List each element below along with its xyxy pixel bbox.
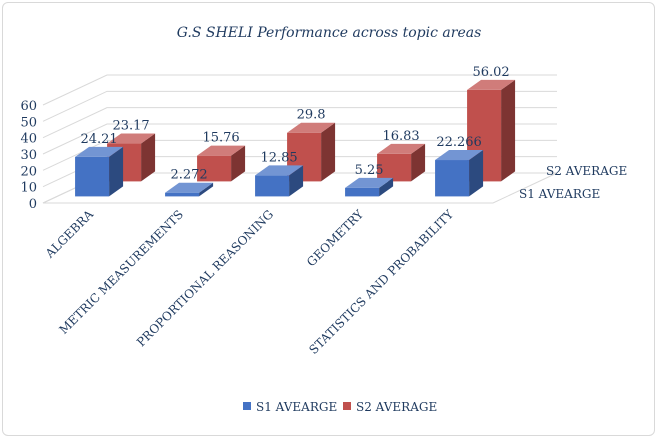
svg-text:S2 AVERAGE: S2 AVERAGE xyxy=(356,400,437,414)
data-label: 15.76 xyxy=(202,131,239,146)
bar-s2 xyxy=(287,122,336,182)
svg-text:S1 AVEARGE: S1 AVEARGE xyxy=(256,400,337,414)
bar-s1 xyxy=(255,165,304,197)
y-tick-label: 30 xyxy=(20,148,37,163)
category-label: GEOMETRY xyxy=(304,206,367,269)
gridline xyxy=(42,139,557,171)
data-label: 22.266 xyxy=(436,135,482,150)
y-tick-label: 60 xyxy=(20,99,37,114)
depth-label: S2 AVERAGE xyxy=(546,164,627,178)
bar-s2 xyxy=(377,143,426,182)
bars: 23.17 15.76 29.8 16.83 56.02 24.21 2.272 12.85 5… xyxy=(75,65,516,197)
gridline xyxy=(42,123,557,155)
data-label: 24.21 xyxy=(80,132,117,147)
data-label: 16.83 xyxy=(382,129,419,144)
gridline xyxy=(42,74,557,106)
data-label: 29.8 xyxy=(297,108,326,123)
data-label: 12.85 xyxy=(260,150,297,165)
y-tick-label: 0 xyxy=(29,197,37,212)
bar-s1 xyxy=(435,150,484,197)
data-label: 2.272 xyxy=(170,168,207,183)
depth-label: S1 AVEARGE xyxy=(519,187,600,201)
gridline xyxy=(42,107,557,139)
data-label: 23.17 xyxy=(112,119,149,134)
y-tick-label: 20 xyxy=(20,164,37,179)
data-label: 5.25 xyxy=(355,163,384,178)
bar-s1 xyxy=(75,146,124,197)
bar-s1 xyxy=(345,177,394,197)
chart-frame xyxy=(2,2,655,436)
y-tick-label: 50 xyxy=(20,115,37,130)
chart-title: G.S SHELI Performance across topic areas xyxy=(177,25,482,41)
bar-s2 xyxy=(197,145,246,182)
category-label: ALGEBRA xyxy=(42,207,96,261)
category-label: STATISTICS AND PROBABILITY xyxy=(306,206,456,356)
y-tick-label: 40 xyxy=(20,132,37,147)
depth-axis-labels: S1 AVEARGE S2 AVERAGE xyxy=(519,164,627,201)
legend-item: S2 AVERAGE xyxy=(343,400,437,414)
bar-s1 xyxy=(165,182,214,197)
legend: S1 AVEARGE S2 AVERAGE xyxy=(243,400,437,414)
y-tick-label: 10 xyxy=(20,181,37,196)
data-label: 56.02 xyxy=(472,65,509,80)
gridline xyxy=(42,90,557,122)
legend-item: S1 AVEARGE xyxy=(243,400,337,414)
